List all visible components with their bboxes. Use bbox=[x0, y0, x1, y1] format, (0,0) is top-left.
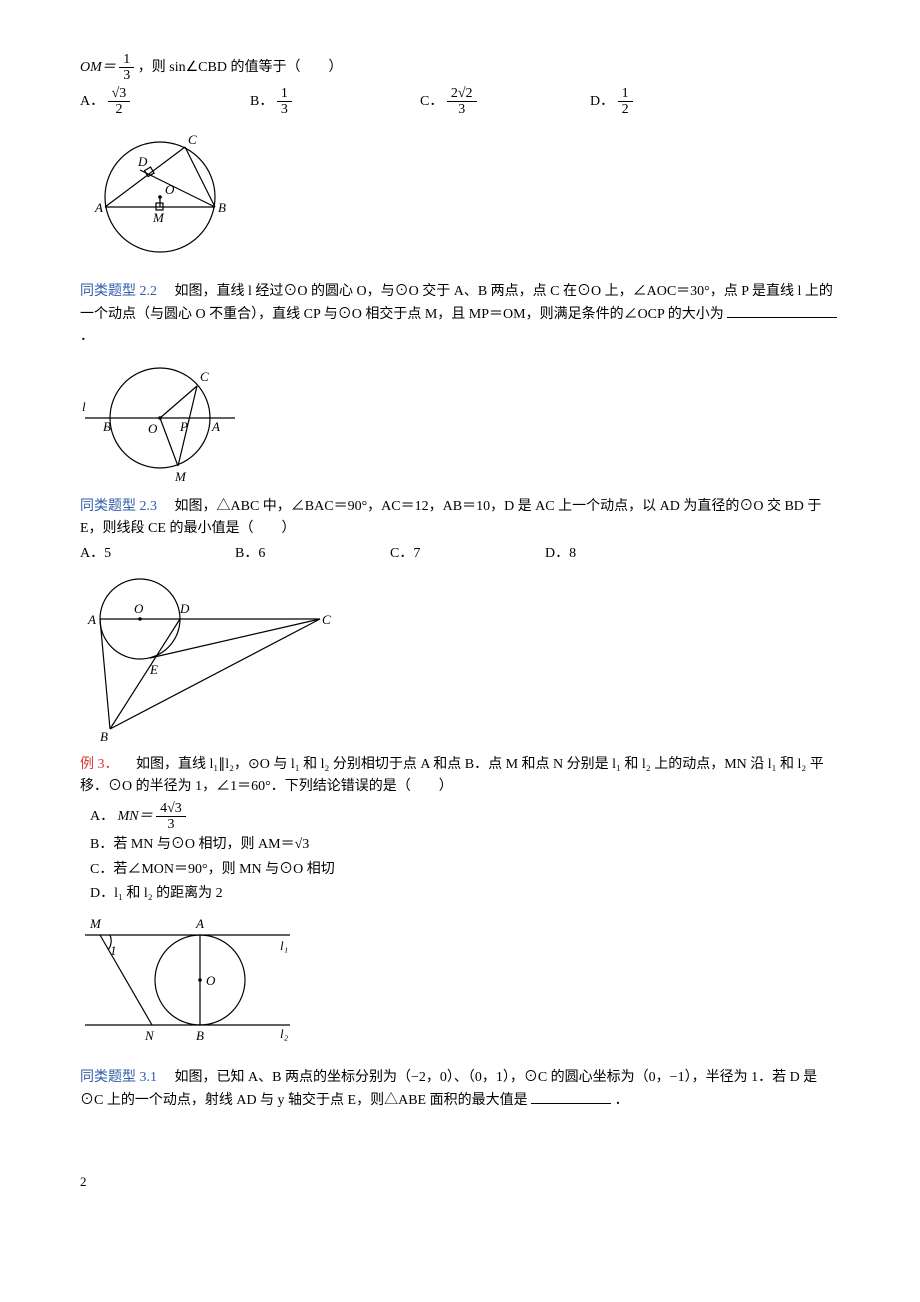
q1-lbl-A: A bbox=[94, 200, 103, 215]
q1-lbl-O: O bbox=[165, 182, 175, 197]
q1-lbl-D: D bbox=[137, 154, 148, 169]
q2-3-opt-c: C．7 bbox=[390, 543, 545, 565]
q2-2-lbl-C: C bbox=[200, 369, 209, 384]
q2-2-lbl-P: P bbox=[179, 419, 188, 434]
q2-2-lbl-A: A bbox=[211, 419, 220, 434]
q3-1-label: 同类题型 3.1 bbox=[80, 1070, 157, 1085]
q1-opt-d: D． 12 bbox=[590, 86, 760, 118]
q1-opt-c: C． 2√23 bbox=[420, 86, 590, 118]
q3-1-block: 同类题型 3.1 如图，已知 A、B 两点的坐标分别为（−2，0）、（0，1），… bbox=[80, 1067, 840, 1113]
q2-3-lbl-C: C bbox=[322, 612, 331, 627]
ex3-lbl-l2: l₂ bbox=[280, 1026, 289, 1041]
q2-2-lbl-M: M bbox=[174, 469, 187, 484]
ex3-block: 例 3． 如图，直线 l₁∥l₂，⊙O 与 l₁ 和 l₂ 分别相切于点 A 和… bbox=[80, 754, 840, 799]
ex3-lbl-ang: 1 bbox=[110, 943, 117, 958]
q2-2-lbl-B: B bbox=[103, 419, 111, 434]
q2-2-lbl-l: l bbox=[82, 399, 86, 414]
ex3-lbl-M: M bbox=[89, 916, 102, 931]
q1-lbl-M: M bbox=[152, 210, 165, 225]
ex3-lbl-B: B bbox=[196, 1028, 204, 1043]
ex3-text: 如图，直线 l₁∥l₂，⊙O 与 l₁ 和 l₂ 分别相切于点 A 和点 B．点… bbox=[80, 757, 824, 794]
q2-3-lbl-A: A bbox=[87, 612, 96, 627]
q2-2-diagram: l B O P A C M bbox=[80, 353, 250, 488]
q2-3-opt-b: B．6 bbox=[235, 543, 390, 565]
q2-2-block: 同类题型 2.2 如图，直线 l 经过⊙O 的圆心 O，与⊙O 交于 A、B 两… bbox=[80, 281, 840, 349]
q2-3-text: 如图，△ABC 中，∠BAC＝90°，AC＝12，AB＝10，D 是 AC 上一… bbox=[80, 499, 821, 536]
ex3-lbl-l1: l₁ bbox=[280, 938, 288, 953]
q1-options: A． √32 B． 13 C． 2√23 D． 12 bbox=[80, 86, 760, 118]
q1-head-suffix: ，则 sin∠CBD 的值等于（ ） bbox=[138, 60, 343, 75]
ex3-label: 例 3． bbox=[80, 757, 119, 772]
q2-2-text: 如图，直线 l 经过⊙O 的圆心 O，与⊙O 交于 A、B 两点，点 C 在⊙O… bbox=[80, 284, 833, 322]
q1-head: OM＝ 1 3 ，则 sin∠CBD 的值等于（ ） bbox=[80, 52, 840, 84]
q2-3-label: 同类题型 2.3 bbox=[80, 499, 157, 514]
q3-1-text: 如图，已知 A、B 两点的坐标分别为（−2，0）、（0，1），⊙C 的圆心坐标为… bbox=[80, 1070, 817, 1108]
q3-1-period: ． bbox=[615, 1093, 629, 1108]
ex3-opt-c: C．若∠MON＝90°，则 MN 与⊙O 相切 bbox=[80, 859, 840, 881]
q1-opt-b: B． 13 bbox=[250, 86, 420, 118]
q2-3-options: A．5 B．6 C．7 D．8 bbox=[80, 543, 700, 565]
q1-lbl-C: C bbox=[188, 132, 197, 147]
q1-om-frac: 1 3 bbox=[119, 52, 134, 84]
q1-diagram: A B C D O M bbox=[80, 122, 250, 267]
ex3-opt-b: B．若 MN 与⊙O 相切，则 AM＝√3 bbox=[80, 834, 840, 856]
q2-3-diagram: A O D C E B bbox=[80, 569, 340, 744]
q2-3-block: 同类题型 2.3 如图，△ABC 中，∠BAC＝90°，AC＝12，AB＝10，… bbox=[80, 496, 840, 541]
q1-om-prefix: OM＝ bbox=[80, 60, 116, 75]
q2-2-blank bbox=[727, 303, 837, 318]
q1-lbl-B: B bbox=[218, 200, 226, 215]
q2-3-lbl-D: D bbox=[179, 601, 190, 616]
q2-3-lbl-E: E bbox=[149, 662, 158, 677]
q2-3-opt-d: D．8 bbox=[545, 543, 700, 565]
q2-3-lbl-O: O bbox=[134, 601, 144, 616]
ex3-diagram: M 1 A l₁ O N B l₂ bbox=[80, 910, 310, 1045]
page-number: 2 bbox=[80, 1172, 840, 1193]
q2-2-label: 同类题型 2.2 bbox=[80, 284, 157, 299]
q2-3-lbl-B: B bbox=[100, 729, 108, 744]
ex3-opt-d: D．l₁ 和 l₂ 的距离为 2 bbox=[80, 883, 840, 905]
ex3-lbl-O: O bbox=[206, 973, 216, 988]
q2-3-opt-a: A．5 bbox=[80, 543, 235, 565]
q2-2-lbl-O: O bbox=[148, 421, 158, 436]
ex3-lbl-N: N bbox=[144, 1028, 155, 1043]
ex3-opt-a: A． MN＝ 4√33 bbox=[80, 801, 840, 833]
ex3-lbl-A: A bbox=[195, 916, 204, 931]
q2-2-period: ． bbox=[80, 329, 94, 344]
q1-opt-a: A． √32 bbox=[80, 86, 250, 118]
q3-1-blank bbox=[531, 1089, 611, 1104]
